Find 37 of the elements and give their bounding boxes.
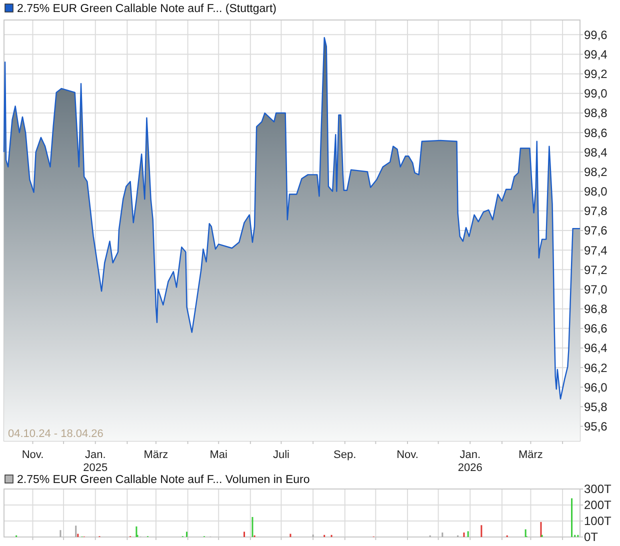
x-tick-label: März	[144, 449, 168, 461]
y-tick-label: 97,8	[584, 204, 608, 218]
x-tick-label: März	[518, 449, 543, 461]
y-tick-label: 97,4	[584, 243, 608, 258]
y-tick-label: 95,6	[584, 420, 608, 434]
y-tick-label: 96,6	[584, 322, 608, 336]
x-tick-label: Nov.	[396, 449, 418, 461]
y-tick-label: 99,6	[584, 28, 608, 42]
y-tick-label: 96,2	[584, 360, 608, 375]
x-tick-label: Juli	[272, 449, 290, 461]
y-tick-label: 200T	[584, 498, 612, 512]
x-tick-label: Mai	[210, 449, 228, 461]
y-tick-label: 98,4	[584, 145, 608, 160]
y-tick-label: 97,2	[584, 262, 608, 277]
y-tick-label: 99,4	[584, 47, 608, 62]
x-tick-label: Jan. 2026	[458, 449, 482, 474]
y-tick-label: 97,6	[584, 224, 608, 238]
y-tick-label: 100T	[584, 514, 612, 528]
y-tick-label: 97,0	[584, 282, 608, 296]
y-tick-label: 96,4	[584, 341, 608, 356]
y-tick-label: 98,6	[584, 126, 608, 140]
y-tick-label: 96,8	[584, 302, 608, 316]
y-tick-label: 99,0	[584, 86, 608, 101]
legend-label: 2.75% EUR Green Callable Note auf F... (Stuttgart)	[17, 3, 277, 16]
y-tick-label: 98,8	[584, 106, 608, 120]
x-tick-label: Sep.	[334, 449, 356, 461]
x-tick-label: Jan. 2025	[83, 449, 108, 474]
y-tick-label: 98,0	[584, 184, 608, 199]
x-tick-label: Nov.	[22, 449, 44, 461]
legend-label: 2.75% EUR Green Callable Note auf F... Volumen in Euro	[17, 474, 310, 486]
y-tick-label: 300T	[584, 482, 612, 496]
y-tick-label: 95,8	[584, 400, 608, 414]
y-tick-label: 96,0	[584, 380, 608, 394]
y-tick-label: 99,2	[584, 67, 608, 82]
y-tick-label: 0T	[584, 530, 599, 544]
y-tick-label: 98,2	[584, 164, 608, 179]
annotation: 04.10.24 - 18.04.26	[8, 428, 104, 440]
